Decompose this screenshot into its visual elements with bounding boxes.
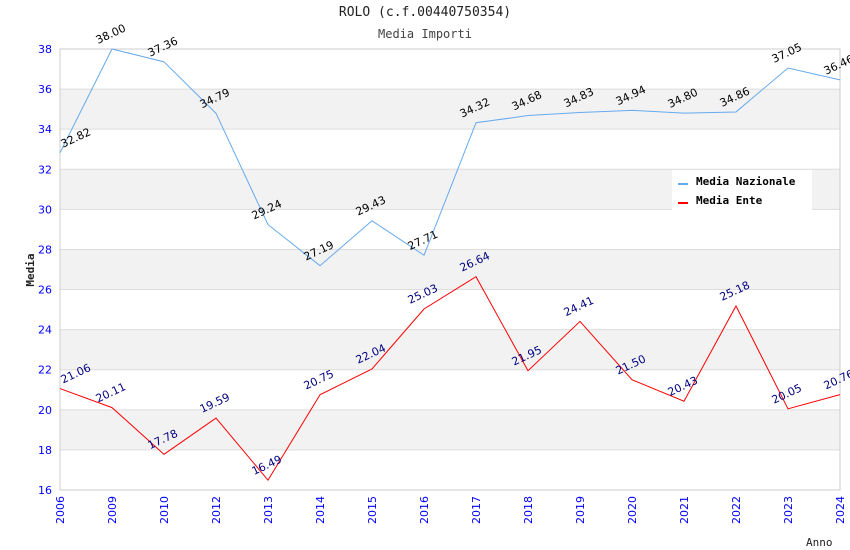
data-label: 36.46 [822,52,850,77]
data-label: 38.00 [94,22,128,47]
x-tick-label: 2010 [158,496,171,524]
y-tick-label: 22 [38,364,52,377]
x-tick-label: 2012 [210,496,223,524]
y-tick-label: 30 [38,203,52,216]
grid-band [60,89,840,130]
data-label: 24.41 [562,294,596,319]
plot-border [59,48,841,491]
series-line-nazionale [59,48,841,267]
y-tick-label: 38 [38,43,52,56]
grid-band [60,409,840,450]
y-tick-label: 18 [38,444,52,457]
data-label: 20.11 [94,380,128,405]
x-tick-label: 2023 [782,496,795,524]
x-tick-label: 2006 [54,496,67,524]
y-tick-label: 32 [38,163,52,176]
data-label: 20.05 [770,381,804,406]
x-tick-label: 2016 [418,496,431,524]
y-tick-label: 36 [38,83,52,96]
y-tick-label: 16 [38,484,52,497]
grid-band [60,249,840,290]
y-tick-label: 20 [38,404,52,417]
data-label: 16.49 [250,453,284,478]
series-line-ente [59,276,841,482]
x-tick-label: 2021 [678,496,691,524]
data-label: 20.75 [302,367,336,392]
data-label: 37.05 [770,41,804,66]
y-tick-label: 28 [38,243,52,256]
chart-subtitle: Media Importi [378,27,472,41]
data-label: 20.43 [666,374,700,399]
x-tick-label: 2014 [314,496,327,524]
x-tick-label: 2013 [262,496,275,524]
x-tick-label: 2017 [470,496,483,524]
x-tick-label: 2009 [106,496,119,524]
legend-label: Media Ente [696,194,763,207]
x-tick-label: 2018 [522,496,535,524]
y-tick-label: 34 [38,123,52,136]
x-tick-label: 2024 [834,496,847,524]
data-label: 37.36 [146,34,180,59]
x-tick-label: 2022 [730,496,743,524]
legend-box [672,170,812,211]
chart-title: ROLO (c.f.00440750354) [338,5,512,20]
data-label: 20.76 [822,367,850,392]
legend-label: Media Nazionale [696,175,796,188]
x-tick-label: 2020 [626,496,639,524]
y-tick-label: 26 [38,284,52,297]
x-tick-label: 2015 [366,496,379,524]
y-axis-label: Media [24,253,37,286]
y-tick-label: 24 [38,324,52,337]
x-axis-label: Anno [806,536,833,549]
grid-band [60,329,840,370]
x-tick-label: 2019 [574,496,587,524]
